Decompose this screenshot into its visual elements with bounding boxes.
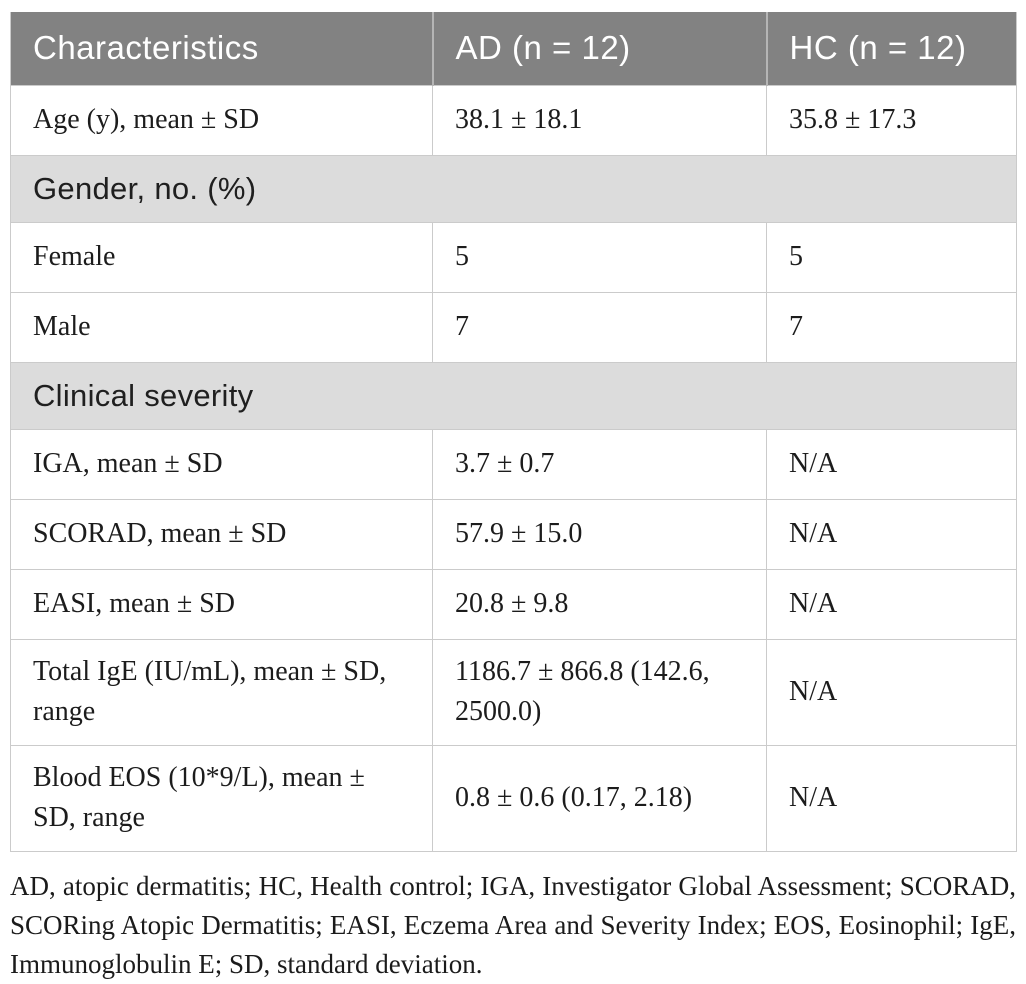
table-body: Age (y), mean ± SD 38.1 ± 18.1 35.8 ± 17.3… <box>10 84 1017 852</box>
section-label: Clinical severity <box>10 361 1017 430</box>
table-cell: 38.1 ± 18.1 <box>432 84 767 156</box>
table-row: Age (y), mean ± SD 38.1 ± 18.1 35.8 ± 17.3 <box>10 84 1017 156</box>
table-cell: 57.9 ± 15.0 <box>432 498 767 570</box>
table-cell: N/A <box>766 428 1017 500</box>
table-cell: Age (y), mean ± SD <box>10 84 433 156</box>
characteristics-table: Characteristics AD (n = 12) HC (n = 12) … <box>10 12 1017 852</box>
table-row: Blood EOS (10*9/L), mean ± SD, range 0.8 … <box>10 744 1017 852</box>
section-row: Clinical severity <box>10 361 1017 430</box>
table-cell: Blood EOS (10*9/L), mean ± SD, range <box>10 744 433 852</box>
table-cell: Female <box>10 221 433 293</box>
table-cell: 7 <box>432 291 767 363</box>
table-cell: N/A <box>766 744 1017 852</box>
section-row: Gender, no. (%) <box>10 154 1017 223</box>
table-cell: 7 <box>766 291 1017 363</box>
table-row: IGA, mean ± SD 3.7 ± 0.7 N/A <box>10 428 1017 500</box>
table-cell: 35.8 ± 17.3 <box>766 84 1017 156</box>
table-cell: EASI, mean ± SD <box>10 568 433 640</box>
table-cell: N/A <box>766 568 1017 640</box>
table-cell: SCORAD, mean ± SD <box>10 498 433 570</box>
table-row: EASI, mean ± SD 20.8 ± 9.8 N/A <box>10 568 1017 640</box>
table-cell: 5 <box>432 221 767 293</box>
table-cell: Male <box>10 291 433 363</box>
table-row: Female 5 5 <box>10 221 1017 293</box>
table-cell: Total IgE (IU/mL), mean ± SD, range <box>10 638 433 746</box>
table-cell: 3.7 ± 0.7 <box>432 428 767 500</box>
column-header-ad: AD (n = 12) <box>432 12 768 85</box>
table-cell: N/A <box>766 638 1017 746</box>
table-row: Male 7 7 <box>10 291 1017 363</box>
table-cell: 1186.7 ± 866.8 (142.6, 2500.0) <box>432 638 767 746</box>
table-footnote: AD, atopic dermatitis; HC, Health contro… <box>10 870 1016 979</box>
column-header-hc: HC (n = 12) <box>766 12 1017 85</box>
table-cell: 20.8 ± 9.8 <box>432 568 767 640</box>
table-row: Total IgE (IU/mL), mean ± SD, range 1186.… <box>10 638 1017 746</box>
section-label: Gender, no. (%) <box>10 154 1017 223</box>
column-header-characteristics: Characteristics <box>10 12 434 85</box>
header-row: Characteristics AD (n = 12) HC (n = 12) <box>10 12 1017 85</box>
table-cell: 5 <box>766 221 1017 293</box>
table-row: SCORAD, mean ± SD 57.9 ± 15.0 N/A <box>10 498 1017 570</box>
table-cell: N/A <box>766 498 1017 570</box>
table-cell: 0.8 ± 0.6 (0.17, 2.18) <box>432 744 767 852</box>
table-cell: IGA, mean ± SD <box>10 428 433 500</box>
